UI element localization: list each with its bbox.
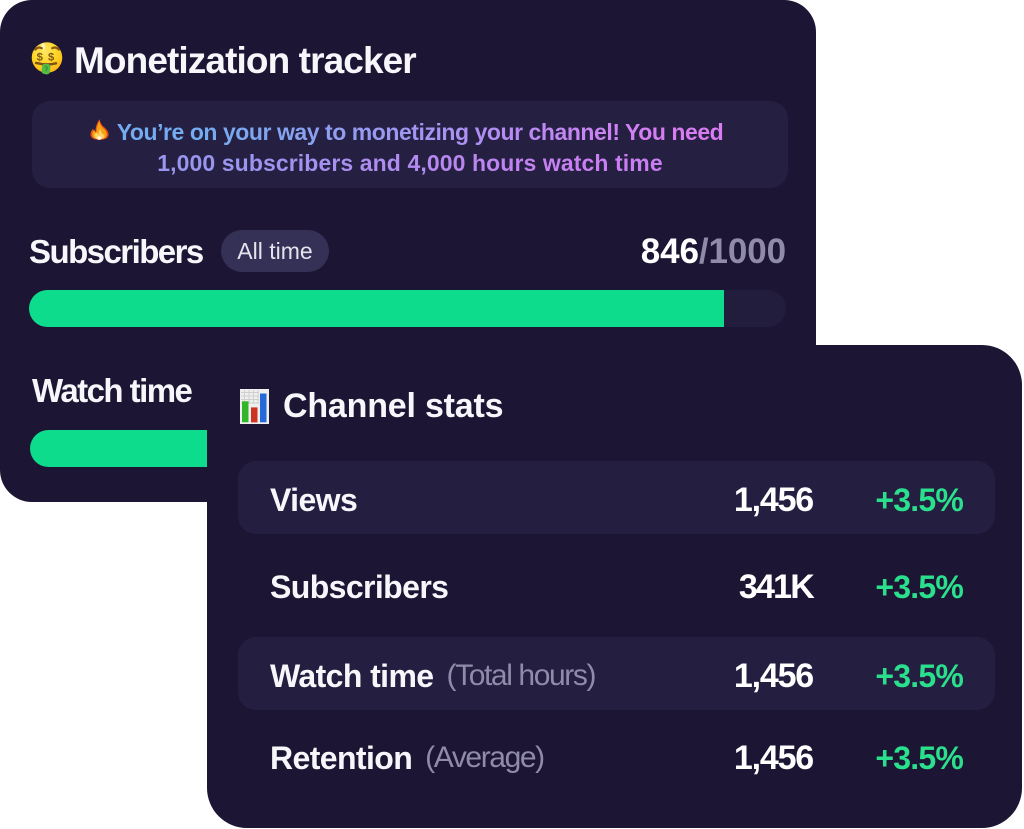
svg-text:$: $ bbox=[48, 51, 55, 63]
svg-text:$: $ bbox=[37, 51, 44, 63]
